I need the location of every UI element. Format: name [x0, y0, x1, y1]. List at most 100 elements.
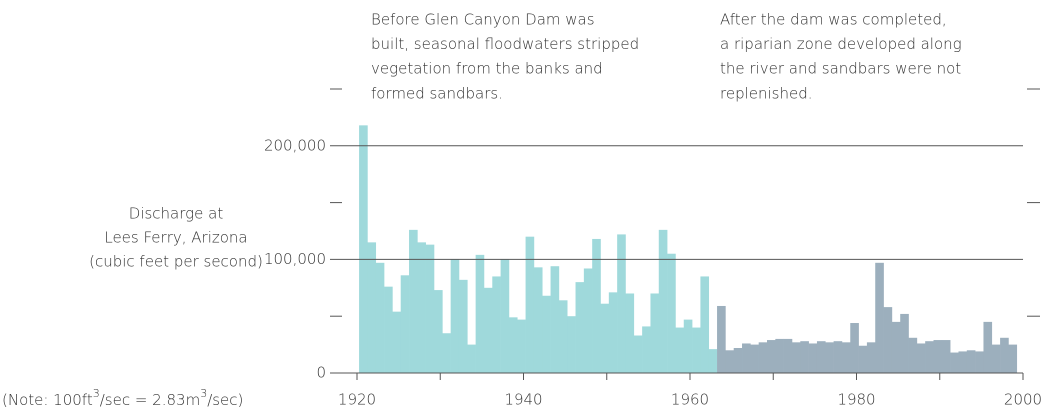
- bar: [708, 349, 718, 373]
- bar: [783, 338, 793, 373]
- bar: [642, 326, 651, 373]
- y-axis-label: Lees Ferry, Arizona: [104, 229, 247, 247]
- annotation: Before Glen Canyon Dam was: [371, 11, 595, 29]
- bar: [758, 342, 768, 373]
- bar: [941, 340, 951, 373]
- bar: [966, 350, 976, 373]
- annotation: vegetation from the banks and: [371, 60, 603, 78]
- bar: [916, 343, 926, 373]
- bar: [816, 341, 826, 373]
- bar: [550, 266, 560, 373]
- bar: [700, 276, 710, 373]
- bar: [508, 317, 518, 373]
- bar: [375, 262, 385, 373]
- bar: [392, 311, 402, 373]
- bar: [400, 275, 410, 373]
- bar: [650, 293, 660, 373]
- y-tick-label: 100,000: [264, 250, 326, 268]
- bar: [808, 343, 818, 373]
- note-part: (Note: 100ft: [2, 391, 93, 409]
- bar: [675, 327, 685, 373]
- note-part: /sec = 2.83m: [100, 391, 200, 409]
- bar: [683, 319, 693, 373]
- annotation: a riparian zone developed along: [720, 35, 962, 53]
- annotation: After the dam was completed,: [720, 11, 947, 29]
- bar: [841, 342, 851, 373]
- bar: [442, 333, 451, 373]
- y-axis-label: Discharge at: [129, 205, 224, 223]
- annotation: replenished.: [720, 84, 813, 102]
- bar: [633, 335, 643, 373]
- y-axis-label: (cubic feet per second): [89, 253, 263, 271]
- bar: [791, 342, 801, 373]
- bar: [467, 344, 476, 373]
- bar: [409, 229, 418, 373]
- x-tick-label: 1940: [504, 391, 542, 409]
- bar: [525, 236, 535, 373]
- bar: [725, 350, 735, 373]
- note-part: 3: [93, 387, 100, 400]
- bar: [950, 352, 959, 373]
- bar: [592, 238, 601, 373]
- bar: [434, 290, 443, 373]
- bar: [458, 279, 468, 373]
- bar: [600, 303, 610, 373]
- bar: [583, 268, 593, 373]
- x-tick-label: 1920: [338, 391, 376, 409]
- bar: [608, 292, 618, 373]
- bar: [1008, 344, 1018, 373]
- bar: [875, 262, 884, 373]
- bar: [891, 321, 901, 373]
- bar: [850, 323, 859, 373]
- bar: [558, 300, 568, 373]
- bar: [450, 259, 460, 373]
- bar: [492, 276, 501, 373]
- bar: [767, 340, 776, 373]
- bar: [367, 242, 377, 373]
- bar: [617, 234, 626, 373]
- bar: [900, 313, 909, 373]
- note-part: 3: [200, 387, 207, 400]
- bar: [883, 307, 893, 373]
- annotation: formed sandbars.: [371, 84, 503, 102]
- bar: [517, 319, 526, 373]
- bar: [533, 267, 543, 373]
- bar: [858, 345, 868, 373]
- bar: [866, 342, 876, 373]
- bar: [575, 282, 585, 373]
- bar: [742, 343, 751, 373]
- bar: [692, 327, 701, 373]
- bar: [933, 340, 943, 373]
- bar: [658, 229, 668, 373]
- bar: [991, 344, 1001, 373]
- note: (Note: 100ft3/sec = 2.83m3/sec): [2, 387, 243, 409]
- bar: [975, 351, 984, 373]
- bar: [417, 242, 426, 373]
- bar: [425, 244, 435, 373]
- y-tick-label: 0: [316, 364, 326, 382]
- bar: [359, 125, 368, 374]
- x-tick-label: 1980: [837, 391, 875, 409]
- bar: [1000, 337, 1009, 373]
- x-tick-label: 2000: [1004, 391, 1042, 409]
- annotation: built, seasonal floodwaters stripped: [371, 35, 639, 53]
- annotation: the river and sandbars were not: [720, 60, 961, 78]
- bar: [733, 348, 743, 373]
- bar: [925, 341, 934, 373]
- bar: [717, 305, 726, 373]
- bar: [750, 344, 759, 373]
- bar: [567, 316, 576, 373]
- bar: [833, 341, 843, 373]
- bar: [983, 321, 993, 373]
- bar: [475, 254, 485, 373]
- bar: [667, 253, 676, 373]
- note-part: /sec): [207, 391, 243, 409]
- y-tick-label: 200,000: [264, 136, 326, 154]
- bar: [483, 287, 493, 373]
- bar: [384, 286, 393, 373]
- bar: [908, 337, 918, 373]
- bar: [500, 259, 510, 373]
- bar: [625, 293, 635, 373]
- bar: [542, 295, 551, 373]
